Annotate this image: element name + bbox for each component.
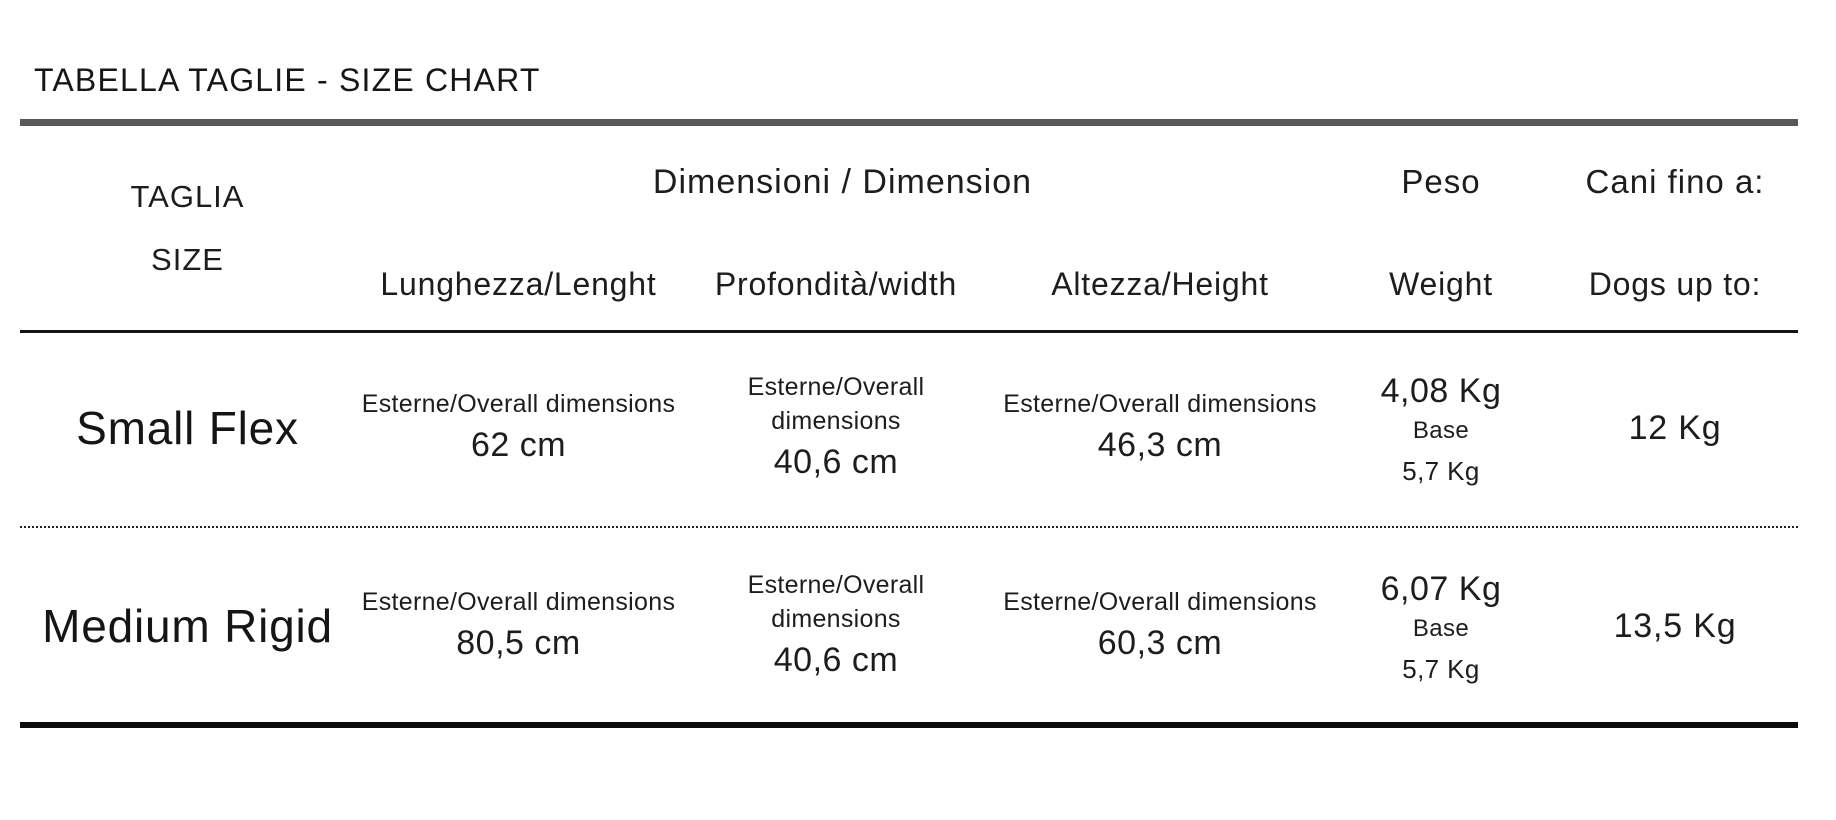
dogs-up-to-cell: 13,5 Kg — [1613, 606, 1737, 645]
depth-value: 40,6 cm — [773, 443, 899, 481]
weight-base-label: Base — [1412, 417, 1470, 444]
depth-cell: Esterne/Overall dimensions 40,6 cm — [682, 330, 990, 526]
depth-value: 40,6 cm — [773, 641, 899, 679]
dogs-up-to-cell: 12 Kg — [1628, 408, 1722, 447]
weight-base-value: 5,7 Kg — [1402, 654, 1480, 684]
height-cell: Esterne/Overall dimensions 46,3 cm — [990, 330, 1330, 526]
col-header-length: Lunghezza/Lenght — [380, 265, 657, 302]
length-label: Esterne/Overall dimensions — [361, 588, 676, 616]
table-row-medium-rigid: Medium Rigid Esterne/Overall dimensions … — [20, 528, 1798, 724]
col-header-dogs-it: Cani fino a: — [1585, 163, 1765, 200]
row-divider-dotted — [20, 526, 1798, 528]
length-cell: Esterne/Overall dimensions 62 cm — [355, 330, 682, 526]
size-cell: Medium Rigid — [42, 600, 333, 652]
depth-label: Esterne/Overall dimensions — [747, 571, 925, 633]
length-value: 80,5 cm — [456, 624, 581, 662]
weight-base-label: Base — [1412, 615, 1470, 642]
table-row-small-flex: Small Flex Esterne/Overall dimensions 62… — [20, 330, 1798, 526]
col-header-depth: Profondità/width — [714, 265, 958, 302]
table-bottom-rule — [20, 722, 1798, 728]
size-cell: Small Flex — [76, 402, 299, 454]
top-divider-rule — [20, 119, 1798, 126]
length-label: Esterne/Overall dimensions — [361, 390, 676, 418]
col-header-dogs-en: Dogs up to: — [1588, 265, 1762, 302]
height-cell: Esterne/Overall dimensions 60,3 cm — [990, 528, 1330, 724]
weight-cell: 4,08 Kg Base 5,7 Kg — [1330, 330, 1552, 526]
page-title: TABELLA TAGLIE - SIZE CHART — [34, 62, 541, 98]
table-header: TAGLIA SIZE Dimensioni / Dimension Peso … — [20, 126, 1798, 330]
depth-label: Esterne/Overall dimensions — [747, 373, 925, 435]
height-value: 60,3 cm — [1097, 624, 1223, 662]
length-cell: Esterne/Overall dimensions 80,5 cm — [355, 528, 682, 724]
weight-cell: 6,07 Kg Base 5,7 Kg — [1330, 528, 1552, 724]
weight-base-value: 5,7 Kg — [1402, 456, 1480, 486]
weight-value: 6,07 Kg — [1380, 570, 1502, 608]
col-group-dimensions: Dimensioni / Dimension — [652, 162, 1033, 201]
height-label: Esterne/Overall dimensions — [1003, 588, 1317, 616]
col-header-size-line1: TAGLIA — [130, 178, 245, 214]
height-value: 46,3 cm — [1097, 426, 1223, 464]
col-header-height: Altezza/Height — [1051, 265, 1269, 302]
col-header-weight-it: Peso — [1401, 163, 1481, 200]
weight-value: 4,08 Kg — [1380, 372, 1502, 410]
height-label: Esterne/Overall dimensions — [1003, 390, 1317, 418]
col-header-size-line2: SIZE — [151, 241, 224, 277]
length-value: 62 cm — [470, 426, 567, 464]
header-bottom-rule — [20, 330, 1798, 333]
depth-cell: Esterne/Overall dimensions 40,6 cm — [682, 528, 990, 724]
col-header-weight-en: Weight — [1389, 265, 1493, 302]
col-header-size: TAGLIA SIZE — [20, 126, 355, 330]
